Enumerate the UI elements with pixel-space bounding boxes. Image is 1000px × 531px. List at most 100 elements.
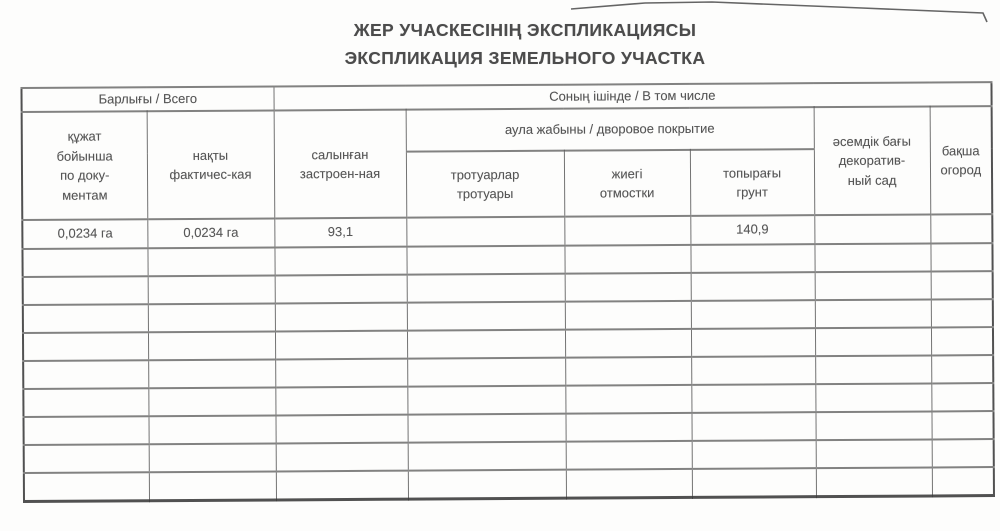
table-cell (815, 411, 932, 441)
table-cell (815, 467, 933, 497)
table-cell (930, 214, 993, 244)
table-cell (814, 299, 931, 329)
col-header-soil: топырағы грунт (689, 149, 815, 216)
table-cell (23, 472, 150, 501)
table-cell (23, 444, 149, 473)
table-cell (406, 245, 565, 275)
table-cell (275, 470, 409, 500)
explication-table: Барлығы / Всего Соның ішінде / В том чис… (20, 81, 996, 503)
table-cell (564, 300, 691, 330)
table-cell (148, 415, 276, 445)
col-header-decorative-garden: әсемдік бағы декоратив- ный сад (813, 106, 931, 216)
page-title-kazakh: ЖЕР УЧАСКЕСІНІҢ ЭКСПЛИКАЦИЯСЫ (353, 20, 697, 40)
table-cell (815, 439, 932, 469)
page-title: ЖЕР УЧАСКЕСІНІҢ ЭКСПЛИКАЦИЯСЫ ЭКСПЛИКАЦИ… (60, 16, 990, 72)
table-cell (564, 244, 691, 274)
table-cell (691, 356, 816, 385)
col-header-by-document: құжат бойынша по доку- ментам (21, 111, 148, 220)
table-cell (931, 355, 994, 384)
table-cell (22, 304, 148, 333)
table-cell (691, 440, 816, 469)
table-cell (147, 331, 276, 361)
table-cell: 0,0234 га (22, 219, 148, 249)
table-cell (690, 328, 816, 357)
table-cell (814, 327, 932, 357)
table-cell (691, 412, 816, 441)
col-header-curb: жиегі отмостки (563, 149, 691, 217)
table-cell (275, 386, 408, 416)
table-cell (22, 248, 148, 277)
table-cell (147, 247, 275, 277)
table-cell (23, 388, 149, 417)
table-cell: 93,1 (274, 217, 407, 248)
table-cell (691, 384, 816, 413)
table-cell (407, 413, 566, 443)
table-cell (148, 471, 277, 501)
table-cell (23, 360, 149, 389)
col-header-built-up: салынған застроен-ная (273, 109, 407, 219)
table-cell (931, 411, 994, 440)
table-cell (406, 273, 565, 303)
table-cell (406, 301, 565, 331)
col-header-vegetable-garden: бақша огород (929, 106, 993, 215)
table-cell (931, 467, 995, 496)
table-cell (930, 243, 993, 272)
table-cell (274, 274, 407, 304)
table-cell (407, 441, 566, 471)
table-cell (815, 383, 932, 413)
table-cell (814, 271, 931, 301)
table-cell (930, 327, 994, 356)
table-cell (690, 300, 815, 329)
table-cell (931, 439, 994, 468)
table-cell (22, 276, 148, 305)
table-cell (148, 359, 276, 389)
table-cell (275, 358, 408, 388)
table-cell (406, 216, 565, 247)
table-cell (148, 443, 276, 473)
table-wrapper: Барлығы / Всего Соның ішінде / В том чис… (20, 81, 996, 503)
table-cell (564, 272, 691, 302)
table-cell (274, 302, 407, 332)
table-cell (564, 328, 692, 358)
table-cell (930, 271, 993, 300)
group-header-yard-cover: аула жабыны / дворовое покрытие (405, 107, 814, 152)
table-cell (565, 440, 692, 470)
header-row-mid: құжат бойынша по доку- ментам нақты факт… (21, 106, 993, 220)
table-cell (565, 412, 692, 442)
table-cell (275, 414, 408, 444)
table-cell: 140,9 (690, 215, 815, 245)
table-cell (565, 356, 692, 386)
table-cell (815, 355, 932, 385)
table-cell (148, 387, 276, 417)
table-cell (147, 303, 275, 333)
table-cell (407, 469, 567, 499)
table-cell (930, 299, 994, 328)
table-row (23, 467, 995, 501)
table-cell (564, 215, 691, 246)
table-cell (565, 468, 693, 498)
table-cell (407, 357, 566, 387)
table-cell (931, 383, 994, 412)
table-cell (406, 329, 566, 359)
table-cell (814, 214, 931, 245)
col-header-actual: нақты фактичес-кая (146, 110, 275, 220)
table-cell (23, 416, 149, 445)
table-header: Барлығы / Всего Соның ішінде / В том чис… (21, 82, 993, 220)
table-cell (690, 244, 815, 273)
table-cell (22, 332, 149, 361)
table-cell (147, 275, 275, 305)
table-cell (690, 272, 815, 301)
table-body: 0,0234 га 0,0234 га 93,1 140,9 (22, 214, 995, 501)
table-cell (274, 330, 408, 360)
page-title-russian: ЭКСПЛИКАЦИЯ ЗЕМЕЛЬНОГО УЧАСТКА (344, 48, 706, 68)
table-cell (275, 442, 408, 472)
table-cell (691, 468, 817, 497)
table-cell (565, 384, 692, 414)
col-header-sidewalks: тротуарлар тротуары (405, 150, 565, 218)
table-cell (274, 246, 407, 276)
table-cell: 0,0234 га (147, 218, 275, 249)
group-header-total: Барлығы / Всего (21, 86, 274, 112)
table-cell (814, 243, 931, 273)
table-cell (407, 385, 566, 415)
